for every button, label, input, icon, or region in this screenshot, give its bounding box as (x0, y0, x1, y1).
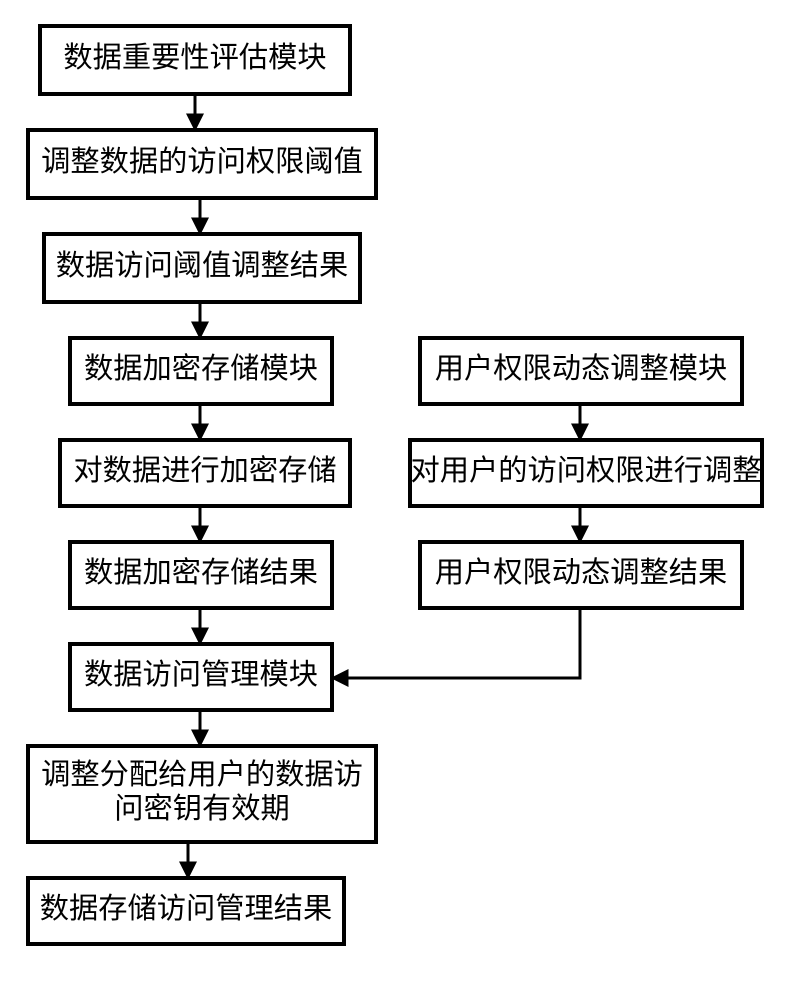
node-label: 对数据进行加密存储 (73, 454, 336, 487)
node-n7: 数据访问管理模块 (70, 644, 332, 710)
node-n9: 数据存储访问管理结果 (28, 878, 344, 944)
node-label: 调整数据的访问权限阈值 (41, 145, 363, 178)
flowchart-canvas: 数据重要性评估模块调整数据的访问权限阈值数据访问阈值调整结果数据加密存储模块对数… (0, 0, 811, 1000)
node-n11: 对用户的访问权限进行调整 (410, 440, 762, 506)
edge-n12-n7 (332, 608, 580, 678)
node-label: 用户权限动态调整模块 (435, 352, 728, 385)
node-label: 数据加密存储模块 (84, 352, 318, 385)
node-n3: 数据访问阈值调整结果 (44, 234, 360, 302)
node-n2: 调整数据的访问权限阈值 (28, 130, 376, 198)
nodes-layer: 数据重要性评估模块调整数据的访问权限阈值数据访问阈值调整结果数据加密存储模块对数… (28, 26, 762, 944)
node-label: 数据存储访问管理结果 (40, 892, 333, 925)
node-n1: 数据重要性评估模块 (40, 26, 350, 94)
node-n5: 对数据进行加密存储 (60, 440, 350, 506)
node-label: 对用户的访问权限进行调整 (411, 454, 762, 487)
node-label: 数据加密存储结果 (84, 556, 318, 589)
node-label: 用户权限动态调整结果 (435, 556, 728, 589)
node-n12: 用户权限动态调整结果 (420, 542, 742, 608)
node-n10: 用户权限动态调整模块 (420, 338, 742, 404)
node-n8: 调整分配给用户的数据访问密钥有效期 (28, 746, 376, 842)
node-label: 数据重要性评估模块 (63, 41, 326, 74)
node-label: 数据访问管理模块 (84, 658, 318, 691)
node-n4: 数据加密存储模块 (70, 338, 332, 404)
node-label: 数据访问阈值调整结果 (56, 249, 349, 282)
node-n6: 数据加密存储结果 (70, 542, 332, 608)
